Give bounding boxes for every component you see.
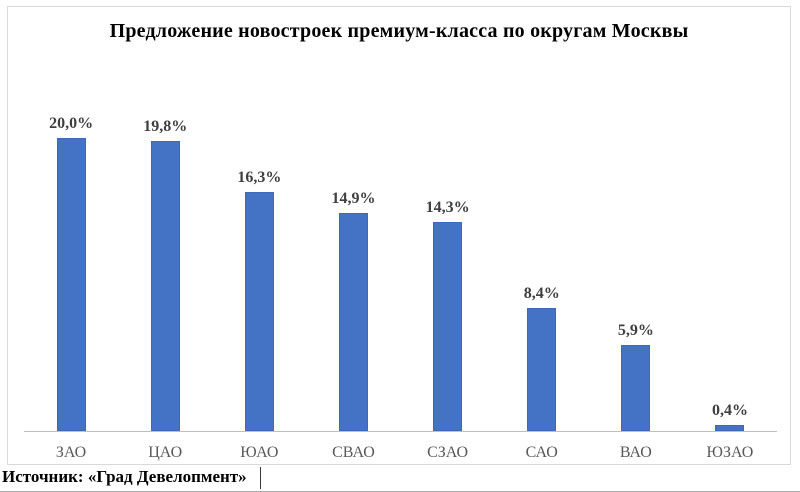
bar-value-label: 19,8%: [143, 118, 188, 135]
bar-group: 14,3%: [401, 199, 495, 431]
category-label: САО: [525, 444, 558, 461]
bar[interactable]: [244, 192, 274, 431]
category-label: СЗАО: [427, 444, 469, 461]
category-label: ВАО: [619, 444, 652, 461]
bar[interactable]: [433, 222, 463, 431]
text-cursor: [260, 467, 261, 489]
bar[interactable]: [338, 213, 368, 431]
chart-object[interactable]: Предложение новостроек премиум-класса по…: [7, 6, 791, 465]
source-text[interactable]: Источник: «Град Девелопмент»: [2, 467, 247, 486]
bar-group: 20,0%: [24, 115, 118, 431]
bar-value-label: 5,9%: [617, 322, 654, 339]
bar-group: 14,9%: [306, 190, 400, 431]
plot-area: 20,0% 19,8% 16,3% 14,9% 14,3% 8,4% 5,9% 0,4%: [24, 107, 777, 432]
bar-group: 19,8%: [118, 118, 212, 431]
category-label: ЮАО: [240, 444, 279, 461]
bars-row: 20,0% 19,8% 16,3% 14,9% 14,3% 8,4% 5,9% 0,4%: [24, 91, 777, 431]
bar-value-label: 14,9%: [331, 190, 376, 207]
bar-group: 16,3%: [212, 169, 306, 431]
bar[interactable]: [715, 425, 745, 431]
category-label: ЗАО: [55, 444, 87, 461]
bar[interactable]: [621, 345, 651, 431]
bar-value-label: 20,0%: [49, 115, 94, 132]
bar-group: 8,4%: [495, 285, 589, 431]
bar-value-label: 8,4%: [523, 285, 560, 302]
bar-value-label: 0,4%: [711, 402, 748, 419]
bar[interactable]: [56, 138, 86, 431]
bar-value-label: 14,3%: [425, 199, 470, 216]
category-label: ЦАО: [148, 444, 183, 461]
x-axis-line: [24, 431, 777, 432]
category-label: СВАО: [332, 444, 375, 461]
chart-title: Предложение новостроек премиум-класса по…: [109, 20, 689, 42]
bar-group: 0,4%: [683, 402, 777, 431]
bar[interactable]: [527, 308, 557, 431]
bar-value-label: 16,3%: [237, 169, 282, 186]
categories-row: ЗАО ЦАО ЮАО СВАО СЗАО САО ВАО ЮЗАО: [24, 437, 777, 462]
bar-group: 5,9%: [589, 322, 683, 431]
category-label: ЮЗАО: [706, 444, 754, 461]
bar[interactable]: [150, 141, 180, 431]
